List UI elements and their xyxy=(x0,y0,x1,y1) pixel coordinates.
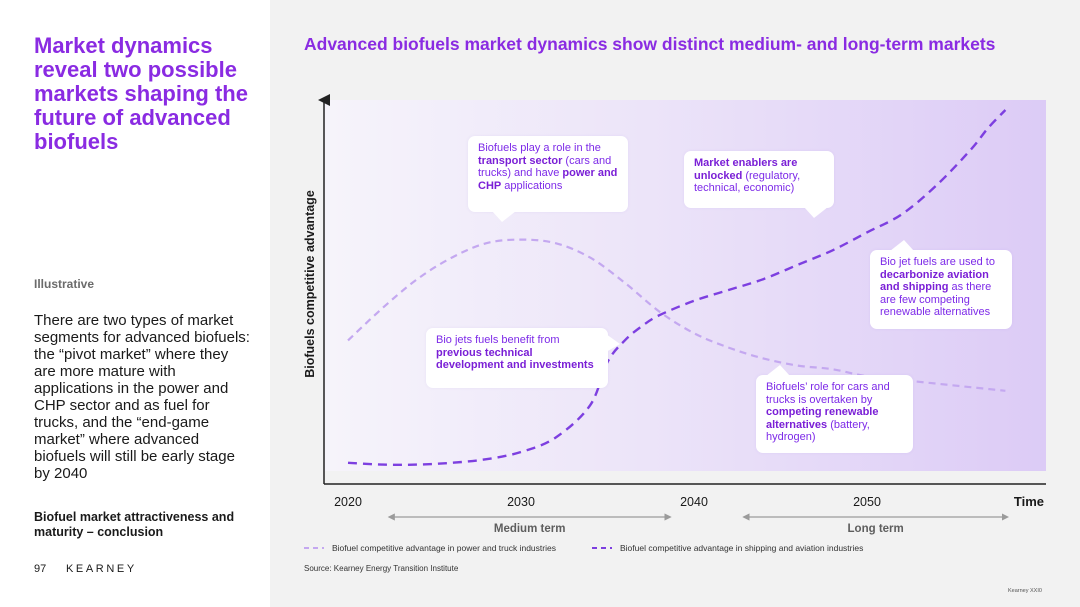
headline: Market dynamics reveal two possible mark… xyxy=(34,33,248,154)
period-label-1: Medium term xyxy=(494,523,566,535)
corner-note: Kearney XXI0 xyxy=(1008,588,1042,594)
callout-highlight: decarbonize aviation and shipping xyxy=(880,268,989,294)
legend: Biofuel competitive advantage in power a… xyxy=(304,543,863,553)
chart-title: Advanced biofuels market dynamics show d… xyxy=(304,34,996,54)
callout-technical-development: Bio jets fuels benefit from previous tec… xyxy=(426,328,620,388)
callout-text: (cars and trucks) and have xyxy=(478,154,612,180)
callout-highlight: Market enablers are unlocked xyxy=(694,157,798,182)
brand-logo: KEARNEY xyxy=(66,563,137,575)
callout-text: Bio jets fuels benefit from xyxy=(436,334,560,346)
x-tick-label: 2050 xyxy=(853,495,881,509)
conclusion-label: Biofuel market attractiveness and maturi… xyxy=(34,510,235,539)
callout-overtaken: Biofuels’ role for cars and trucks is ov… xyxy=(756,365,913,453)
callout-text: as there are few competing renewable alt… xyxy=(880,281,992,318)
legend-label-2: Biofuel competitive advantage in shippin… xyxy=(620,543,863,553)
x-ticks: 2020 2030 2040 2050 xyxy=(334,495,881,509)
illustrative-tag: Illustrative xyxy=(34,277,95,291)
callout-text: (regulatory, technical, economic) xyxy=(694,169,801,195)
callout-text: applications xyxy=(501,179,563,192)
callout-highlight: transport sector xyxy=(478,154,563,167)
callout-text: Bio jet fuels are used to xyxy=(880,256,995,268)
axes: Biofuels competitive advantage Time xyxy=(303,94,1046,509)
right-panel: Advanced biofuels market dynamics show d… xyxy=(270,0,1080,607)
x-tick-label: 2040 xyxy=(680,495,708,509)
left-panel: Market dynamics reveal two possible mark… xyxy=(0,0,270,607)
y-axis-label: Biofuels competitive advantage xyxy=(303,190,317,378)
periods: Medium term Long term xyxy=(387,513,1010,535)
callout-pointer xyxy=(766,365,790,376)
x-tick-label: 2030 xyxy=(507,495,535,509)
period-label-2: Long term xyxy=(848,523,904,535)
page-number: 97 xyxy=(34,563,47,575)
callout-pointer xyxy=(890,240,914,251)
callout-pointer xyxy=(804,207,828,218)
source-note: Source: Kearney Energy Transition Instit… xyxy=(304,564,459,573)
callout-highlight: competing renewable alternatives xyxy=(766,406,879,431)
callout-text: (battery, hydrogen) xyxy=(766,418,870,444)
x-tick-label: 2020 xyxy=(334,495,362,509)
callout-bio-jet-fuels: Bio jet fuels are used to decarbonize av… xyxy=(870,240,1012,329)
callout-highlight: previous technical development and inves… xyxy=(436,346,594,372)
callout-highlight: power and CHP xyxy=(478,167,618,192)
callout-transport: Biofuels play a role in the transport se… xyxy=(468,136,628,222)
callout-market-enablers: Market enablers are unlocked (regulatory… xyxy=(684,151,834,218)
callout-text: Biofuels’ role for cars and trucks is ov… xyxy=(766,381,890,406)
x-axis-label: Time xyxy=(1014,494,1044,509)
callout-pointer xyxy=(492,211,516,222)
body-text: There are two types of market segments f… xyxy=(34,312,250,482)
callout-pointer xyxy=(606,334,620,352)
series-line-2 xyxy=(347,109,1007,467)
legend-label-1: Biofuel competitive advantage in power a… xyxy=(332,543,556,553)
callout-text: Biofuels play a role in the xyxy=(478,142,601,154)
